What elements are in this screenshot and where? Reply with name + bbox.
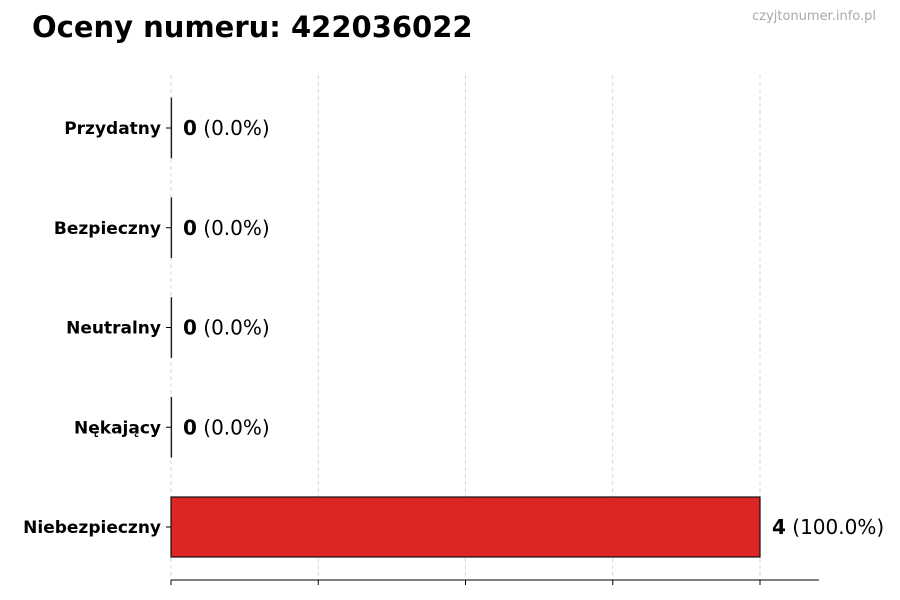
category-label: Neutralny	[66, 319, 161, 339]
bar-1	[170, 197, 173, 259]
category-label: Nękający	[74, 418, 161, 438]
chart-title: Oceny numeru: 422036022	[32, 10, 473, 44]
percent-label: (0.0%)	[197, 216, 270, 240]
data-label: 4 (100.0%)	[772, 515, 884, 539]
category-label: Przydatny	[64, 119, 161, 139]
data-label: 0 (0.0%)	[183, 316, 270, 340]
data-label: 0 (0.0%)	[183, 216, 270, 240]
value-label: 0	[183, 316, 197, 340]
watermark: czyjtonumer.info.pl	[752, 9, 876, 24]
bar-0	[170, 97, 173, 159]
bar-4	[170, 496, 761, 558]
value-label: 4	[772, 515, 786, 539]
data-label: 0 (0.0%)	[183, 116, 270, 140]
data-label: 0 (0.0%)	[183, 415, 270, 439]
value-label: 0	[183, 116, 197, 140]
category-label: Niebezpieczny	[23, 518, 161, 538]
bar-3	[170, 396, 173, 458]
percent-label: (0.0%)	[197, 316, 270, 340]
value-label: 0	[183, 415, 197, 439]
category-label: Bezpieczny	[54, 219, 161, 239]
value-label: 0	[183, 216, 197, 240]
bar-2	[170, 297, 173, 358]
percent-label: (0.0%)	[197, 116, 270, 140]
percent-label: (0.0%)	[197, 415, 270, 439]
percent-label: (100.0%)	[786, 515, 884, 539]
